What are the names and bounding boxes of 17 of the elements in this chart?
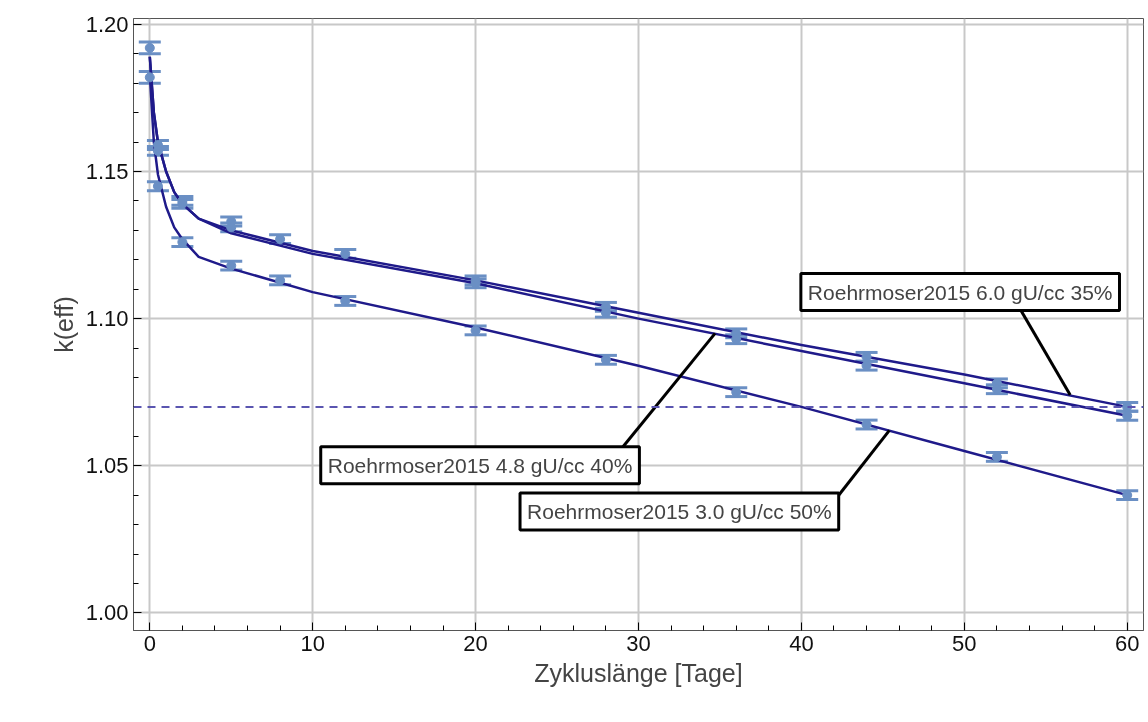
x-tick-label: 20 (463, 630, 488, 656)
annotation: Roehrmoser2015 6.0 gU/cc 35% (807, 280, 1113, 304)
annotation: Roehrmoser2015 3.0 gU/cc 50% (527, 499, 832, 523)
x-tick-label: 50 (952, 630, 977, 656)
x-tick-label: 40 (789, 630, 814, 656)
x-tick-label: 30 (626, 630, 651, 656)
x-tick-label: 0 (143, 630, 156, 656)
x-axis-title: Zykluslänge [Tage] (534, 658, 743, 687)
y-tick-label: 1.20 (85, 11, 129, 37)
y-tick-label: 1.10 (85, 306, 129, 332)
y-tick-label: 1.05 (85, 453, 129, 479)
x-tick-label: 60 (1114, 630, 1140, 656)
y-axis-title: k(eff) (49, 296, 78, 353)
x-tick-label: 10 (300, 630, 325, 656)
annotation: Roehrmoser2015 4.8 gU/cc 40% (327, 453, 633, 477)
y-tick-label: 1.00 (85, 600, 129, 626)
y-tick-label: 1.15 (85, 159, 129, 184)
